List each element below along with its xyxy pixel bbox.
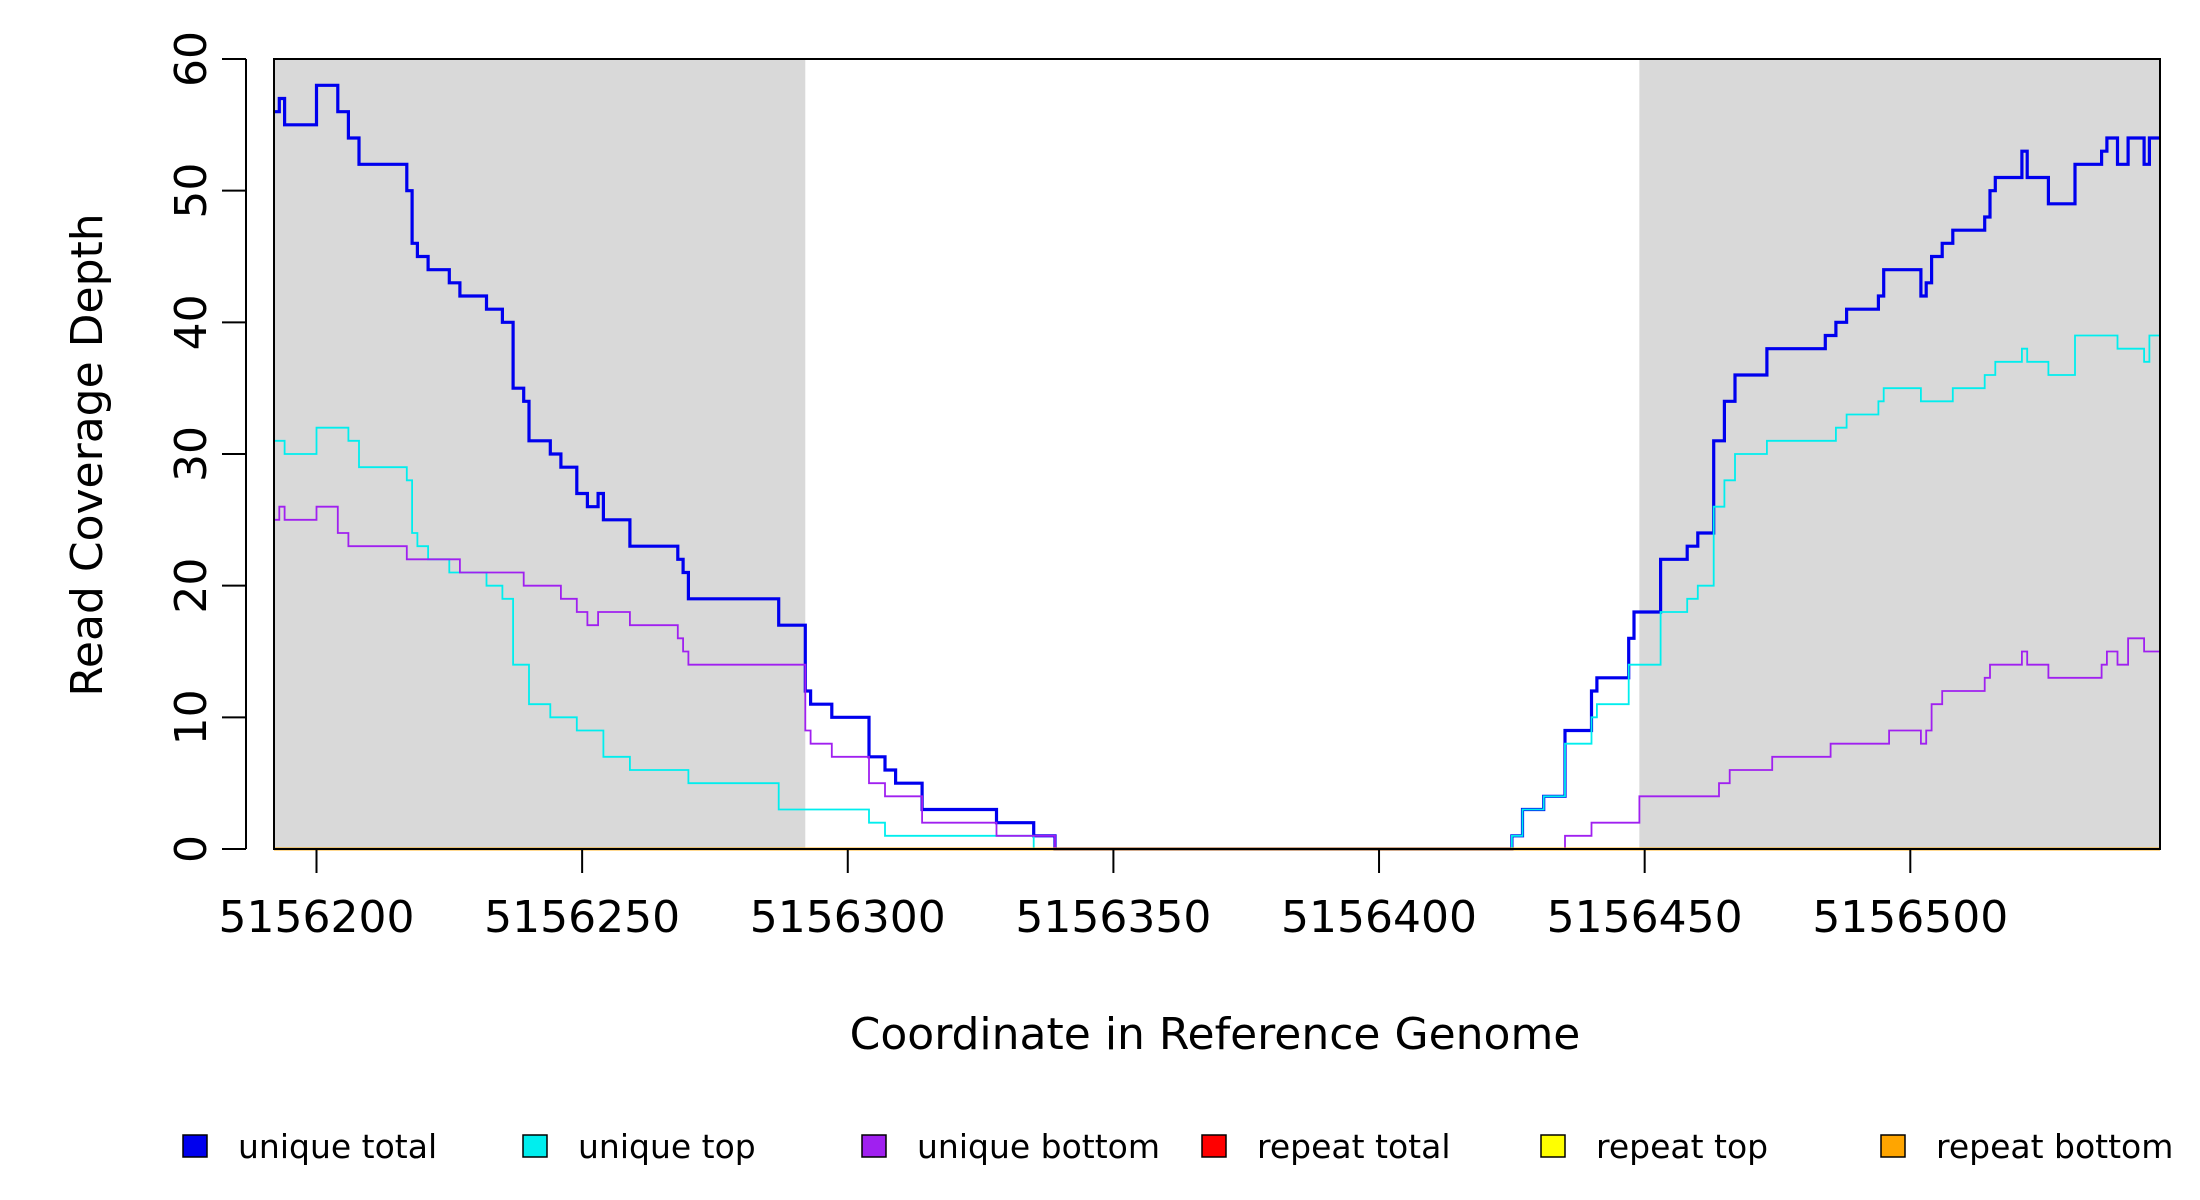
shaded-regions bbox=[274, 59, 2160, 849]
y-tick-label: 10 bbox=[166, 689, 217, 745]
legend-label-repeat-total: repeat total bbox=[1257, 1127, 1451, 1166]
x-tick-label: 5156400 bbox=[1281, 892, 1477, 943]
legend-label-repeat-bottom: repeat bottom bbox=[1936, 1127, 2173, 1166]
legend-swatch-unique-total bbox=[182, 1134, 208, 1158]
legend-swatch-repeat-total bbox=[1201, 1134, 1227, 1158]
x-axis-title: Coordinate in Reference Genome bbox=[850, 1009, 1581, 1060]
legend-swatch-unique-top bbox=[522, 1134, 548, 1158]
shaded-region-2 bbox=[1639, 59, 2160, 849]
x-tick-label: 5156250 bbox=[484, 892, 680, 943]
y-axis-title: Read Coverage Depth bbox=[62, 213, 113, 696]
legend-swatch-repeat-top bbox=[1540, 1134, 1566, 1158]
x-tick-label: 5156350 bbox=[1015, 892, 1211, 943]
x-tick-label: 5156500 bbox=[1812, 892, 2008, 943]
legend-label-unique-top: unique top bbox=[578, 1127, 756, 1166]
x-tick-label: 5156300 bbox=[750, 892, 946, 943]
legend-label-unique-bottom: unique bottom bbox=[917, 1127, 1160, 1166]
y-tick-label: 0 bbox=[166, 835, 217, 863]
y-tick-label: 40 bbox=[166, 294, 217, 350]
shaded-region-1 bbox=[274, 59, 806, 849]
legend: unique total unique top unique bottom repea… bbox=[182, 1127, 2173, 1166]
legend-label-unique-total: unique total bbox=[238, 1127, 437, 1166]
series-line-unique-bottom bbox=[274, 505, 2160, 850]
y-tick-label: 50 bbox=[166, 163, 217, 219]
y-tick-label: 20 bbox=[166, 558, 217, 614]
series-line-unique-top bbox=[274, 334, 2160, 850]
y-tick-label: 30 bbox=[166, 426, 217, 482]
x-axis: 5156200 5156250 5156300 5156350 5156400 51564… bbox=[219, 848, 2008, 943]
y-axis: 0 10 20 30 40 50 60 bbox=[166, 31, 247, 863]
x-tick-label: 5156450 bbox=[1547, 892, 1743, 943]
legend-label-repeat-top: repeat top bbox=[1596, 1127, 1768, 1166]
x-tick-label: 5156200 bbox=[219, 892, 415, 943]
y-tick-label: 60 bbox=[166, 31, 217, 87]
legend-swatch-unique-bottom bbox=[861, 1134, 887, 1158]
legend-swatch-repeat-bottom bbox=[1880, 1134, 1906, 1158]
